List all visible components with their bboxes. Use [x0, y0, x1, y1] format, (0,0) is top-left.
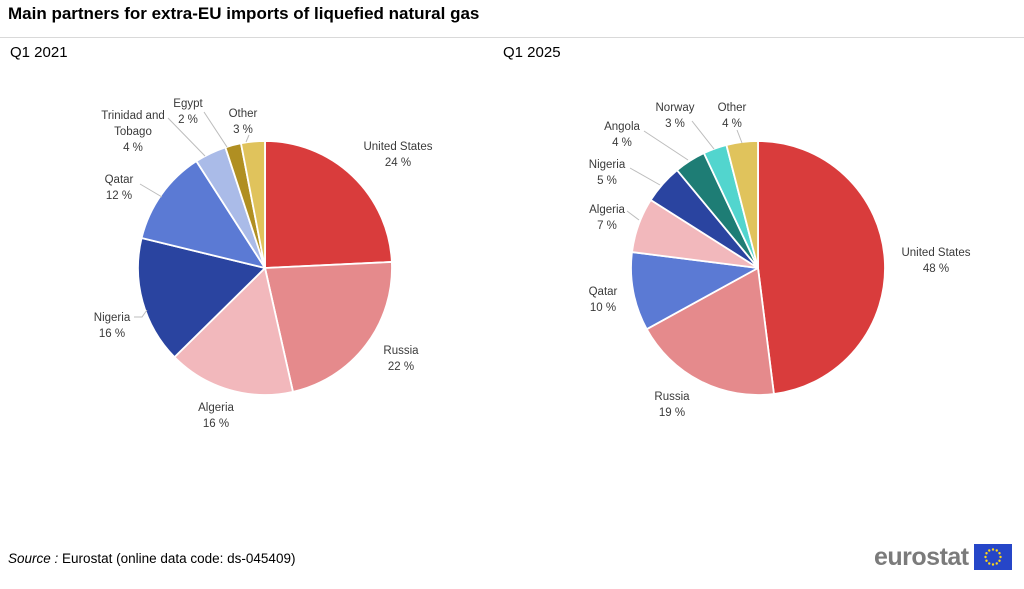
pie-slice: [630, 251, 759, 331]
slice-label: Nigeria 5 %: [589, 159, 626, 187]
leader-line: [691, 120, 715, 150]
slice-label: Qatar 12 %: [105, 174, 134, 202]
leader-line: [139, 183, 163, 198]
leader-line: [626, 210, 640, 221]
slice-label: Algeria 16 %: [198, 402, 234, 430]
eurostat-logo: eurostat: [874, 544, 1012, 570]
slice-label: United States 24 %: [363, 141, 432, 169]
slice-label: United States 48 %: [901, 247, 970, 275]
source-note: Source : Eurostat (online data code: ds-…: [8, 551, 295, 566]
eu-flag-icon: [973, 544, 1012, 570]
slice-label: Trinidad and Tobago 4 %: [101, 110, 165, 154]
slice-label: Egypt 2 %: [173, 98, 203, 126]
pie-slice: [137, 237, 266, 358]
pie-slice: [264, 140, 393, 269]
slice-label: Angola 4 %: [604, 121, 640, 149]
slice-label: Norway 3 %: [656, 102, 695, 130]
pie-chart-q1-2025: United States 48 % Russia 19 % Qatar 10 % Alge…: [589, 102, 971, 419]
subtitle-q1-2021: Q1 2021: [10, 44, 68, 61]
leader-line: [203, 111, 228, 148]
slice-label: Qatar 10 %: [589, 286, 618, 314]
slice-label: Russia 22 %: [383, 345, 419, 373]
pie-slice: [240, 140, 266, 269]
leader-line: [167, 117, 206, 157]
pie-slice: [757, 140, 886, 395]
leader-line: [134, 309, 148, 318]
leader-line: [245, 134, 250, 143]
eurostat-logo-text: eurostat: [874, 542, 969, 571]
pie-slice: [173, 267, 294, 396]
slice-label: Other 4 %: [718, 102, 747, 130]
slice-label: Nigeria 16 %: [94, 312, 131, 340]
leader-line: [629, 167, 661, 186]
pie-slice: [264, 261, 393, 393]
page-title: Main partners for extra-EU imports of li…: [8, 4, 480, 23]
pie-slice: [645, 267, 775, 396]
title-divider: [0, 37, 1024, 38]
slice-label: Other 3 %: [229, 108, 258, 136]
leader-line: [736, 129, 743, 144]
source-text: Eurostat (online data code: ds-045409): [62, 551, 296, 566]
source-label: Source :: [8, 551, 59, 566]
leader-line: [643, 130, 689, 161]
subtitle-q1-2025: Q1 2025: [503, 44, 561, 61]
slice-label: Algeria 7 %: [589, 204, 625, 232]
pie-slice: [140, 160, 266, 269]
pie-chart-q1-2021: United States 24 % Russia 22 % Algeria 16 % Ni…: [94, 98, 433, 430]
slice-label: Russia 19 %: [654, 391, 690, 419]
